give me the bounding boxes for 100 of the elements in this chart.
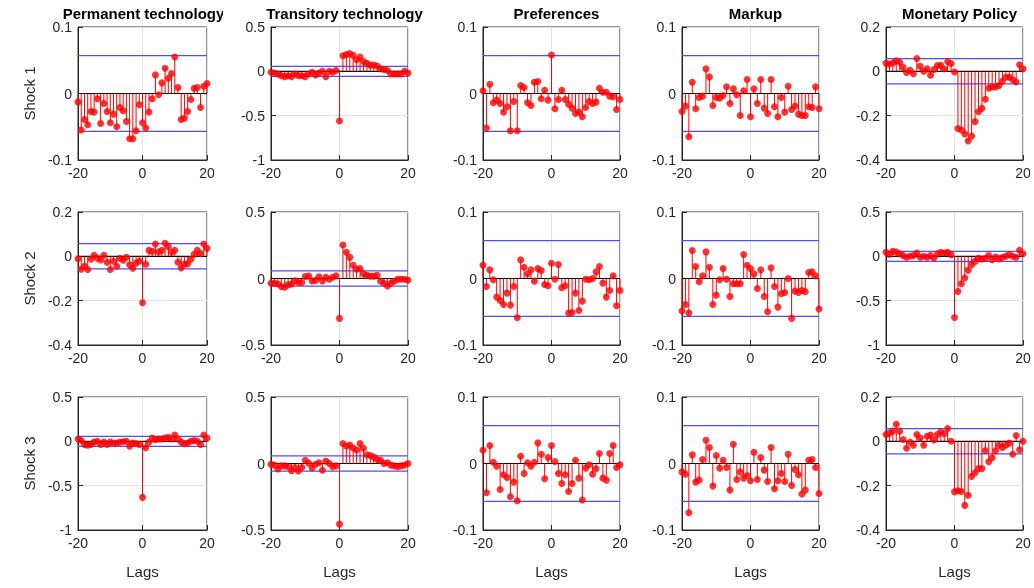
x-tick-label: 0 xyxy=(547,350,556,366)
point xyxy=(520,263,528,271)
point xyxy=(951,314,958,322)
y-axis-title: Shock 1 xyxy=(21,66,38,121)
y-tick-label: 0 xyxy=(668,85,677,102)
point xyxy=(554,261,562,269)
point xyxy=(747,113,754,121)
x-tick-label: 0 xyxy=(950,165,959,181)
point xyxy=(561,471,569,479)
x-tick-label: 20 xyxy=(1015,535,1031,551)
chart-title: Transitory technology xyxy=(266,5,424,22)
point xyxy=(740,251,748,259)
point xyxy=(692,263,700,271)
point xyxy=(568,479,576,487)
point xyxy=(595,450,603,458)
x-axis-title: Lags xyxy=(323,563,356,580)
point xyxy=(548,442,555,450)
point xyxy=(506,301,514,309)
y-tick-label: -0.1 xyxy=(651,522,677,538)
point xyxy=(774,477,782,485)
point xyxy=(709,300,717,308)
point xyxy=(142,124,150,132)
point xyxy=(961,274,969,282)
point xyxy=(482,489,490,497)
point xyxy=(80,115,88,123)
point xyxy=(764,109,772,117)
y-tick-label: -0.1 xyxy=(452,522,478,538)
point xyxy=(506,127,514,135)
x-tick-label: 20 xyxy=(400,535,416,551)
point xyxy=(770,282,778,290)
x-tick-label: 20 xyxy=(1015,350,1031,366)
y-tick-label: 0.1 xyxy=(457,389,478,405)
x-tick-label: -20 xyxy=(472,350,494,366)
point xyxy=(753,284,761,292)
point xyxy=(486,442,494,450)
point xyxy=(151,71,159,79)
point xyxy=(113,262,121,270)
y-tick-label: 0.2 xyxy=(52,204,73,220)
point xyxy=(161,64,169,72)
chart-title: Markup xyxy=(728,5,783,22)
point xyxy=(767,264,775,272)
point xyxy=(743,76,751,84)
x-tick-label: -20 xyxy=(260,535,282,551)
x-tick-label: 0 xyxy=(138,350,147,366)
point xyxy=(954,287,962,295)
point xyxy=(106,119,114,127)
point xyxy=(767,444,775,452)
point xyxy=(571,289,579,297)
point xyxy=(753,99,761,107)
point xyxy=(342,248,350,256)
point xyxy=(774,303,782,311)
point xyxy=(500,108,508,116)
point xyxy=(978,465,986,473)
point xyxy=(781,108,789,116)
x-tick-label: 0 xyxy=(138,535,147,551)
x-tick-label: 20 xyxy=(612,535,628,551)
x-axis-title: Lags xyxy=(535,563,568,580)
y-axis-title: Shock 3 xyxy=(21,436,38,491)
y-tick-label: -0.5 xyxy=(855,292,881,309)
x-tick-label: 0 xyxy=(547,165,556,181)
point xyxy=(158,79,166,87)
x-tick-label: -20 xyxy=(67,165,89,181)
point xyxy=(736,111,744,119)
point xyxy=(517,452,525,460)
y-tick-label: -0.5 xyxy=(240,522,266,538)
point xyxy=(500,300,508,308)
point xyxy=(520,469,528,477)
point xyxy=(757,76,765,84)
point xyxy=(801,486,809,494)
point xyxy=(753,475,761,483)
point xyxy=(168,70,176,78)
point xyxy=(705,263,713,271)
y-tick-label: 0.2 xyxy=(860,389,881,405)
y-tick-label: -0.4 xyxy=(855,152,881,168)
y-tick-label: 0.5 xyxy=(245,389,266,405)
point xyxy=(705,73,713,81)
point xyxy=(571,456,579,464)
point xyxy=(760,104,768,112)
point xyxy=(135,101,143,109)
point xyxy=(554,469,562,477)
point xyxy=(750,448,758,456)
point xyxy=(978,104,986,112)
y-tick-label: 0 xyxy=(872,248,881,265)
point xyxy=(164,74,172,82)
point xyxy=(486,266,494,274)
x-tick-label: 20 xyxy=(199,165,215,181)
point xyxy=(578,113,586,121)
point xyxy=(981,95,989,103)
point xyxy=(712,291,720,299)
point xyxy=(685,509,693,517)
point xyxy=(506,493,514,501)
point xyxy=(726,292,734,300)
point xyxy=(760,292,768,300)
x-tick-label: 0 xyxy=(950,535,959,551)
point xyxy=(913,54,921,62)
y-tick-label: -0.1 xyxy=(452,152,478,168)
point xyxy=(336,520,343,528)
point xyxy=(541,475,549,483)
point xyxy=(957,280,965,288)
point xyxy=(981,447,989,455)
